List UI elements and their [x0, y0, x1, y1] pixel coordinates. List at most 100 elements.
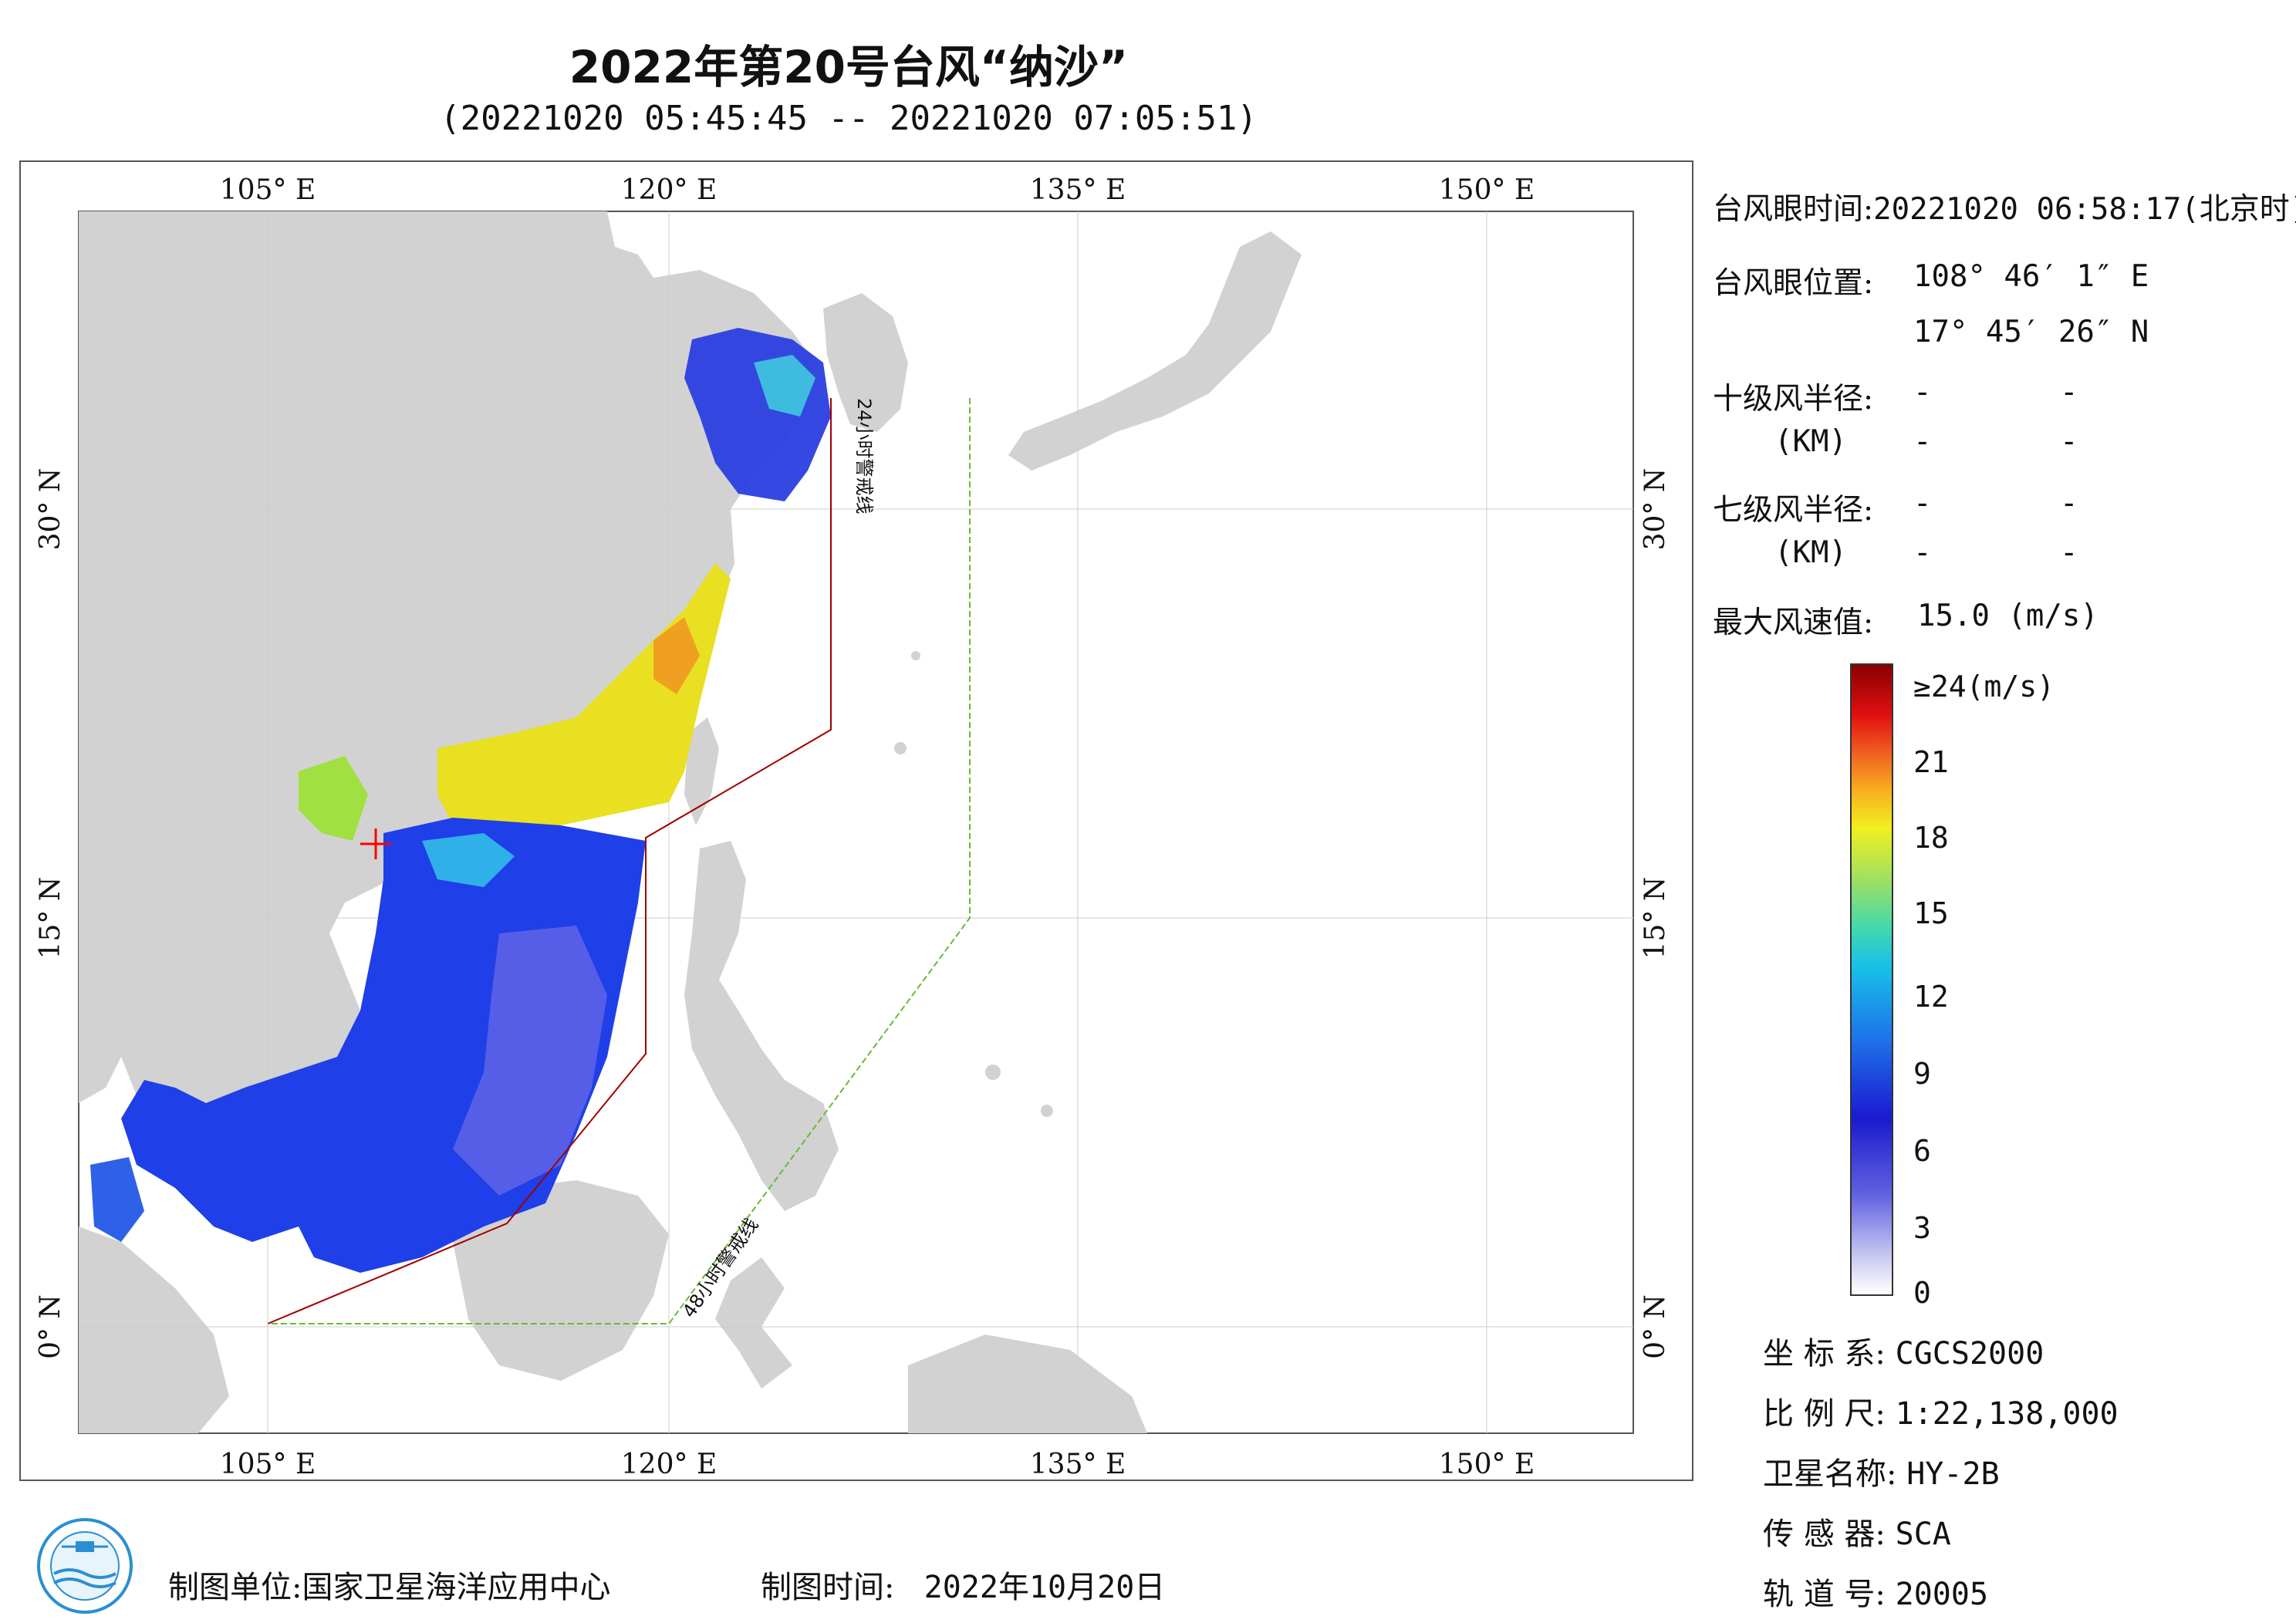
- line-24h-label: 24小时警戒线: [853, 398, 875, 515]
- land: [79, 211, 1302, 1433]
- sat-row: 卫星名称: HY-2B: [1763, 1449, 2000, 1493]
- maker-label: 制图单位:: [168, 1570, 302, 1605]
- page-title: 2022年第20号台风“纳沙”: [569, 41, 1129, 93]
- land-island: [1041, 1105, 1053, 1117]
- land-island: [911, 651, 920, 660]
- wind-swath-gulf: [299, 756, 368, 841]
- land-island: [985, 1065, 1001, 1080]
- lat-label: 15° N: [35, 877, 66, 960]
- eye-time-label: 台风眼时间:: [1713, 192, 1874, 227]
- sensor-label: 传 感 器:: [1763, 1517, 1886, 1552]
- colorbar-label: 12: [1913, 980, 1949, 1014]
- land-taiwan: [684, 717, 719, 825]
- scale-label: 比 例 尺:: [1763, 1396, 1886, 1432]
- sensor-value: SCA: [1895, 1517, 1951, 1552]
- lon-label: 150° E: [1439, 1449, 1535, 1480]
- time-range: (20221020 05:45:45 -- 20221020 07:05:51): [440, 99, 1258, 138]
- date-row: 制图时间: 2022年10月20日: [761, 1562, 1165, 1607]
- r10-value: -: [1913, 375, 1932, 410]
- r10-value: -: [1913, 424, 1932, 459]
- land-island: [894, 742, 907, 754]
- r10-value: -: [2060, 424, 2078, 459]
- lon-label: 120° E: [621, 1449, 717, 1480]
- eye-lon: 108° 46′ 1″ E: [1913, 259, 2149, 294]
- colorbar-label: 15: [1913, 896, 1949, 930]
- wind-swath-scs-cyan: [422, 833, 515, 887]
- nsoas-logo-icon: [37, 1518, 133, 1614]
- date-label: 制图时间:: [761, 1570, 895, 1605]
- wind-swath-taiwan-strait: [437, 563, 731, 825]
- r7-value: -: [1913, 486, 1932, 521]
- top-lon-labels: 105° E 120° E 135° E 150° E: [220, 174, 1535, 206]
- scale-value: 1:22,138,000: [1895, 1396, 2119, 1432]
- wind-swath-scs-light: [453, 926, 607, 1196]
- land-philippines: [684, 841, 839, 1211]
- maker-value: 国家卫星海洋应用中心: [302, 1570, 611, 1605]
- r10-value: -: [2060, 375, 2078, 410]
- eye-lat: 17° 45′ 26″ N: [1913, 315, 2149, 349]
- typhoon-eye-marker: [360, 828, 391, 859]
- r7-unit: (KM): [1774, 535, 1847, 570]
- eye-time-row: 台风眼时间:20221020 06:58:17(北京时): [1713, 185, 2296, 228]
- wind-swath-sumatra: [90, 1157, 144, 1242]
- bottom-lon-labels: 105° E 120° E 135° E 150° E: [220, 1449, 1535, 1480]
- sat-label: 卫星名称:: [1763, 1456, 1897, 1492]
- colorbar-label: 0: [1913, 1276, 1931, 1310]
- r7-value: -: [2060, 535, 2078, 570]
- eye-pos-row: 台风眼位置:: [1713, 259, 1873, 302]
- lat-label: 30° N: [1639, 468, 1671, 551]
- orbit-value: 20005: [1895, 1577, 1989, 1612]
- lon-label: 105° E: [220, 1449, 316, 1480]
- r10-label: 十级风半径:: [1713, 382, 1874, 417]
- colorbar-label: 21: [1913, 745, 1949, 779]
- land-sumatra: [79, 1227, 229, 1433]
- max-wind-value: 15.0 (m/s): [1917, 599, 2098, 633]
- r7-value: -: [1913, 535, 1932, 570]
- map-panel: 24小时警戒线 48小时警戒线 105° E 120° E 135° E 150…: [19, 160, 1693, 1481]
- sat-value: HY-2B: [1906, 1456, 2000, 1492]
- r7-label: 七级风半径:: [1713, 493, 1874, 528]
- max-wind-label: 最大风速值:: [1713, 606, 1874, 640]
- lon-label: 105° E: [220, 174, 316, 206]
- lat-label: 15° N: [1639, 877, 1671, 960]
- r7-value: -: [2060, 486, 2078, 521]
- lon-label: 135° E: [1030, 174, 1126, 206]
- colorbar-label: 3: [1913, 1211, 1931, 1245]
- crs-label: 坐 标 系:: [1763, 1336, 1886, 1372]
- land-newguinea: [908, 1335, 1147, 1433]
- left-lat-labels: 30° N 15° N 0° N: [35, 468, 66, 1359]
- colorbar: [1850, 663, 1893, 1296]
- land-sulawesi: [715, 1257, 792, 1388]
- eye-pos-label: 台风眼位置:: [1713, 266, 1874, 301]
- right-lat-labels: 30° N 15° N 0° N: [1639, 468, 1671, 1359]
- r10-unit: (KM): [1774, 424, 1847, 459]
- colorbar-label: 6: [1913, 1134, 1931, 1168]
- colorbar-label: ≥24(m/s): [1913, 670, 2055, 704]
- date-value: 2022年10月20日: [923, 1570, 1166, 1605]
- lat-label: 30° N: [35, 468, 66, 551]
- sensor-row: 传 感 器: SCA: [1763, 1509, 1951, 1554]
- scale-row: 比 例 尺: 1:22,138,000: [1763, 1388, 2119, 1433]
- lon-label: 135° E: [1030, 1449, 1126, 1480]
- colorbar-label: 18: [1913, 821, 1949, 855]
- line-24h: [267, 398, 832, 1324]
- lat-label: 0° N: [1639, 1294, 1671, 1359]
- land-asia: [79, 211, 815, 1196]
- crs-value: CGCS2000: [1895, 1336, 2044, 1372]
- wind-swath-orange: [653, 617, 700, 694]
- orbit-row: 轨 道 号: 20005: [1763, 1569, 1988, 1614]
- eye-time-value: 20221020 06:58:17(北京时): [1873, 192, 2296, 227]
- lon-label: 150° E: [1439, 174, 1535, 206]
- wind-swaths: [90, 328, 831, 1273]
- land-korea: [823, 293, 908, 432]
- maker-row: 制图单位:国家卫星海洋应用中心: [168, 1562, 610, 1607]
- crs-row: 坐 标 系: CGCS2000: [1763, 1328, 2044, 1373]
- colorbar-label: 9: [1913, 1057, 1931, 1091]
- wind-swath-bohai-cyan: [754, 355, 815, 417]
- land-japan: [1008, 231, 1302, 471]
- orbit-label: 轨 道 号:: [1763, 1577, 1886, 1612]
- line-48h: [268, 398, 971, 1324]
- lat-label: 0° N: [35, 1294, 66, 1359]
- land-borneo: [453, 1180, 669, 1381]
- lon-label: 120° E: [621, 174, 717, 206]
